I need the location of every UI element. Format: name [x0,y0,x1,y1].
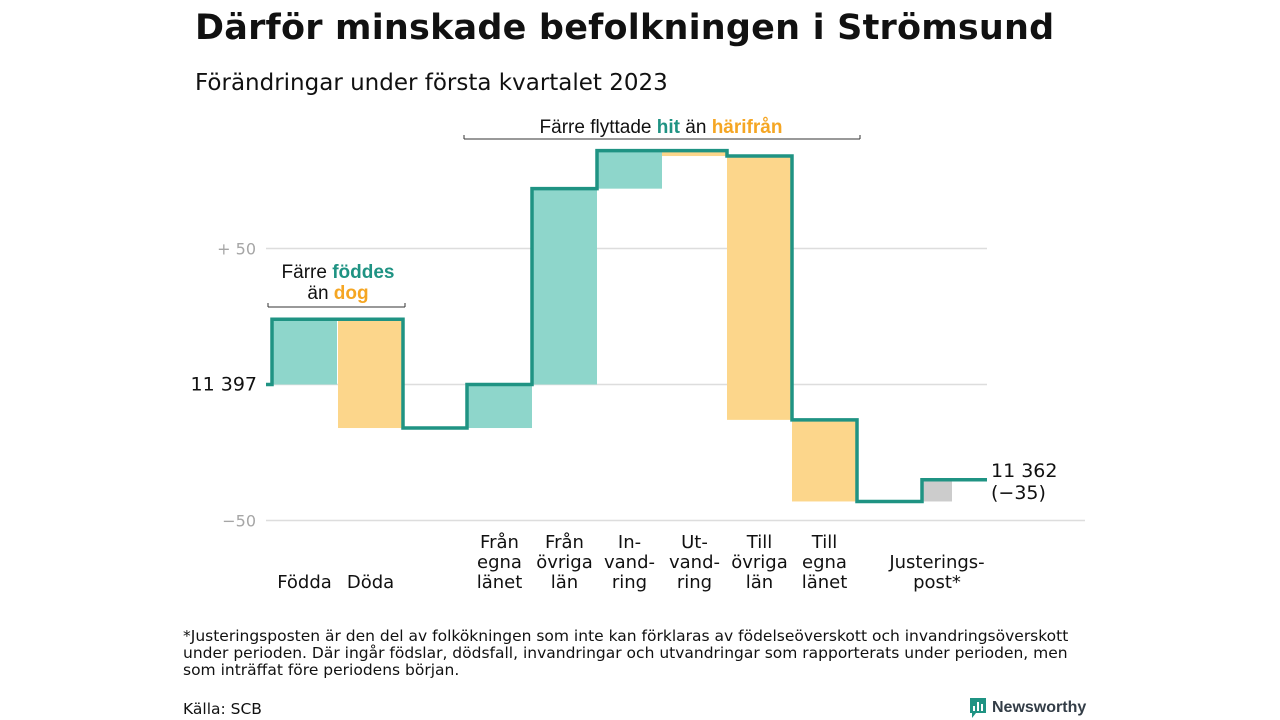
category-label: länet [802,572,848,593]
category-label: vand- [604,552,655,573]
category-label: post* [913,572,961,593]
category-label: länet [477,572,523,593]
bar [922,479,952,502]
category-label: Ut- [681,532,708,553]
category-label: egna [802,552,847,573]
category-label: vand- [669,552,720,573]
bar [662,150,727,157]
end-change-label: (−35) [991,482,1046,504]
y-tick-label: + 50 [217,240,256,259]
running-total-line [266,148,987,504]
bar [338,319,403,429]
bar [727,156,792,420]
category-label: län [746,572,773,593]
footnote: *Justeringsposten är den del av folkökni… [183,627,1069,679]
chart-subtitle: Förändringar under första kvartalet 2023 [195,70,668,96]
category-label: ring [677,572,712,593]
bar [467,384,532,429]
bar [532,188,597,385]
births-annotation-line2: än dog [307,283,368,304]
source-text: Källa: SCB [183,700,262,718]
category-label: Från [480,532,519,553]
brand-logo[interactable]: Newsworthy [969,697,1086,719]
category-label: Till [811,532,837,553]
category-label: Döda [347,572,394,593]
y-tick-label: −50 [222,512,256,531]
brand-name: Newsworthy [992,699,1087,716]
category-label: Till [746,532,772,553]
bar [597,150,662,189]
category-label: ring [612,572,647,593]
category-label: In- [618,532,641,553]
category-label: Födda [277,572,332,593]
newsworthy-logo-icon [970,698,986,718]
category-label: län [551,572,578,593]
category-label: egna [477,552,522,573]
category-label: övriga [536,552,593,573]
moves-annotation: Färre flyttade hit än härifrån [540,117,783,138]
births-annotation-line1: Färre föddes [282,262,395,283]
category-label: övriga [731,552,788,573]
category-label: Från [545,532,584,553]
chart-title: Därför minskade befolkningen i Strömsund [195,8,1055,48]
category-label: Justerings- [888,552,984,573]
bar [792,419,857,502]
bar [272,319,337,385]
end-value-label: 11 362 [991,460,1057,482]
start-value-label: 11 397 [191,374,257,396]
